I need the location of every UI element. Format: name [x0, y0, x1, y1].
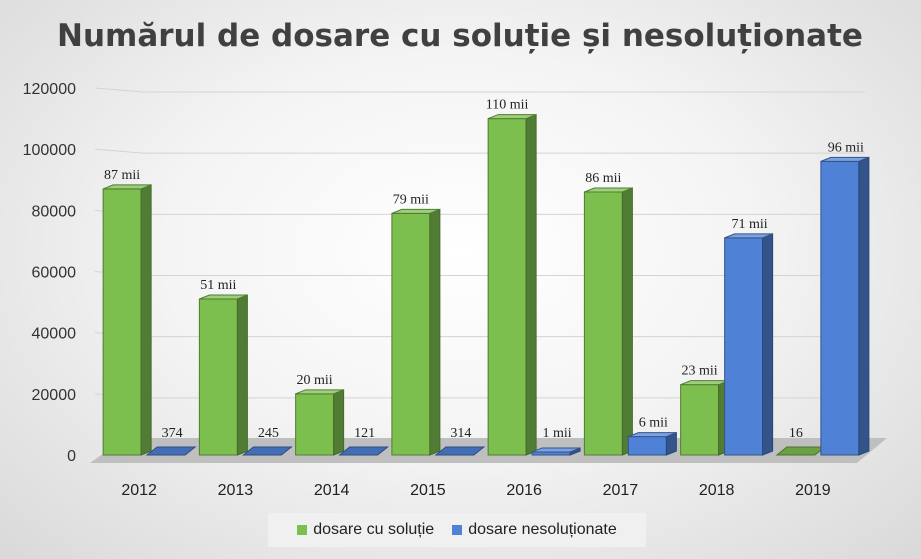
bar-unsolved [627, 431, 677, 456]
bar-solved [583, 187, 633, 456]
data-label-unsolved: 96 mii [828, 140, 864, 155]
y-tick-label: 40000 [32, 326, 77, 343]
x-category-label: 2017 [603, 482, 639, 499]
bar-solved [487, 113, 537, 456]
data-labels: 87 mii 374 51 mii 245 20 mii 121 79 mii 314 110 … [104, 98, 864, 441]
data-label-unsolved: 121 [354, 426, 375, 441]
chart-title: Numărul de dosare cu soluție și nesoluți… [57, 18, 863, 54]
bar-unsolved [724, 233, 774, 456]
data-label-solved: 87 mii [104, 168, 140, 183]
bar-unsolved [531, 447, 581, 456]
bar-unsolved [434, 446, 486, 456]
bar-unsolved [338, 446, 390, 456]
data-label-solved: 79 mii [393, 192, 429, 207]
bar-solved [198, 294, 248, 456]
bars [102, 113, 870, 456]
data-label-solved: 86 mii [585, 171, 621, 186]
bar-solved [102, 184, 152, 456]
bar-unsolved [241, 446, 293, 456]
data-label-solved: 23 mii [682, 364, 718, 379]
bar-unsolved [820, 156, 870, 456]
data-label-unsolved: 374 [162, 426, 183, 441]
legend-item-solved: dosare cu soluție [297, 521, 434, 539]
legend-label-solved: dosare cu soluție [313, 521, 435, 538]
data-label-unsolved: 1 mii [543, 426, 572, 441]
y-axis-ticks: 0 20000 40000 60000 80000 100000 120000 [23, 81, 76, 465]
y-tick-label: 60000 [32, 265, 77, 282]
data-label-solved: 16 [789, 426, 803, 441]
gridline [94, 209, 865, 215]
legend-swatch-solved [297, 525, 308, 535]
x-category-label: 2019 [795, 482, 831, 499]
x-category-label: 2012 [121, 482, 157, 499]
data-label-solved: 20 mii [297, 373, 333, 388]
gridline [94, 87, 865, 93]
data-label-unsolved: 314 [450, 426, 471, 441]
x-category-label: 2015 [410, 482, 446, 499]
data-label-unsolved: 71 mii [732, 217, 768, 232]
y-tick-label: 120000 [23, 81, 76, 98]
legend-label-unsolved: dosare nesoluționate [468, 521, 617, 538]
x-category-label: 2016 [506, 482, 542, 499]
y-tick-label: 20000 [32, 387, 77, 404]
bar-unsolved [145, 446, 197, 456]
legend-item-unsolved: dosare nesoluționate [452, 521, 617, 539]
data-label-unsolved: 245 [258, 426, 279, 441]
y-tick-label: 100000 [23, 142, 76, 159]
data-label-solved: 110 mii [486, 98, 529, 113]
bar-solved [295, 389, 345, 456]
legend: dosare cu soluție dosare nesoluționate [268, 513, 646, 547]
x-category-label: 2014 [314, 482, 350, 499]
bar-solved [680, 379, 730, 456]
gridline [94, 148, 865, 154]
data-label-solved: 51 mii [200, 278, 236, 293]
y-tick-label: 0 [67, 448, 76, 465]
data-label-unsolved: 6 mii [639, 416, 668, 431]
x-category-label: 2013 [218, 482, 254, 499]
bar-solved [391, 208, 441, 456]
legend-swatch-unsolved [452, 525, 463, 535]
y-tick-label: 80000 [32, 203, 77, 220]
x-category-label: 2018 [699, 482, 735, 499]
x-axis-categories: 2012 2013 2014 2015 2016 2017 2018 2019 [121, 482, 830, 499]
